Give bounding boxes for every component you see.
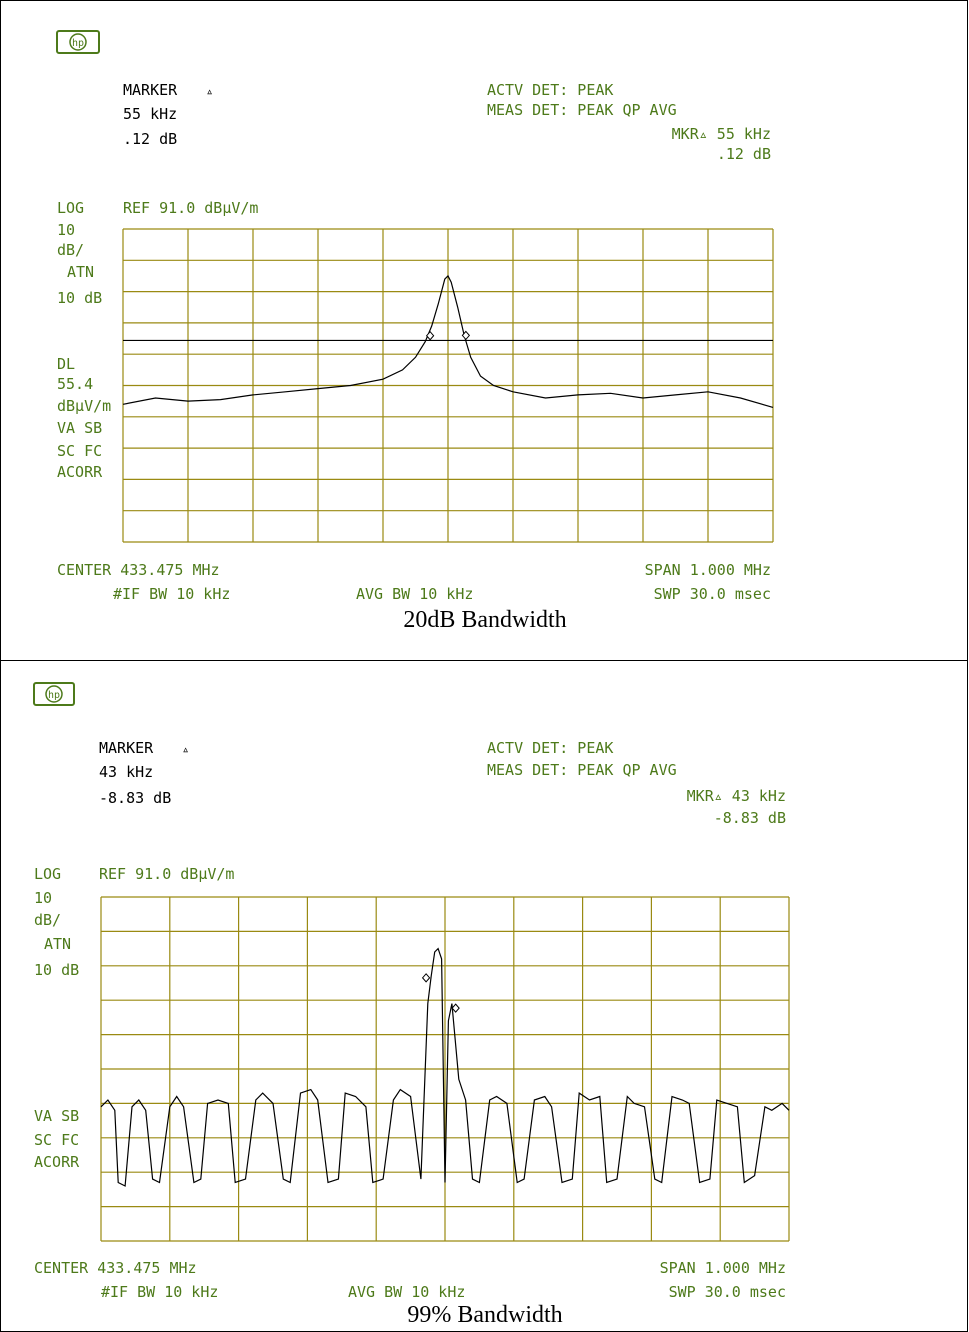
marker-frequency: 43 kHz [99, 763, 153, 781]
label-va-sb: VA SB [57, 419, 102, 437]
if-bandwidth: #IF BW 10 kHz [101, 1283, 218, 1301]
label-atn-value: 10 dB [34, 961, 79, 979]
marker-title: MARKER [123, 81, 178, 99]
marker-points [421, 973, 460, 1013]
mkr-delta-level: -8.83 dB [714, 809, 786, 827]
label-dl-unit: dBµV/m [57, 397, 111, 415]
caption-99-percent-bandwidth: 99% Bandwidth [407, 1302, 563, 1328]
spectrum-trace [100, 947, 790, 1187]
svg-text:hp: hp [48, 690, 60, 701]
spectrum-plot-99pct: hp MARKER ▵ 43 kHz -8.83 dB ACTV DET: PE… [33, 682, 790, 1301]
reference-level: REF 91.0 dBµV/m [99, 865, 234, 883]
left-settings-labels: LOG 10 dB/ ATN 10 dB DL 55.4 dBµV/m VA S… [57, 199, 111, 481]
mkr-delta-label: MKR▵ 43 kHz [687, 787, 786, 805]
center-frequency: CENTER 433.475 MHz [57, 561, 220, 579]
span: SPAN 1.000 MHz [645, 561, 771, 579]
sweep-time: SWP 30.0 msec [669, 1283, 786, 1301]
spectrum-plot-20db: hp MARKER ▵ 55 kHz .12 dB ACTV DET: PEAK… [56, 30, 774, 601]
trace-series [100, 947, 790, 1187]
hp-logo-icon: hp [56, 30, 100, 54]
marker-diamond [461, 330, 471, 341]
label-scale-unit: dB/ [57, 241, 84, 259]
avg-bandwidth: AVG BW 10 kHz [356, 585, 473, 601]
label-dl-value: 55.4 [57, 375, 93, 393]
span: SPAN 1.000 MHz [660, 1259, 786, 1277]
label-atn-value: 10 dB [57, 289, 102, 307]
svg-text:hp: hp [72, 38, 84, 49]
sweep-time: SWP 30.0 msec [654, 585, 771, 601]
label-acorr: ACORR [34, 1153, 80, 1171]
marker-diamond [425, 330, 435, 341]
label-log: LOG [57, 199, 84, 217]
panel-99-percent-bandwidth: hp MARKER ▵ 43 kHz -8.83 dB ACTV DET: PE… [0, 660, 968, 1332]
label-atn: ATN [44, 935, 71, 953]
reference-level: REF 91.0 dBµV/m [123, 199, 258, 217]
marker-title: MARKER [99, 739, 154, 757]
label-atn: ATN [67, 263, 94, 281]
active-detector: ACTV DET: PEAK [487, 81, 613, 99]
label-scale-value: 10 [34, 889, 52, 907]
spectrum-trace [122, 274, 774, 408]
label-dl: DL [57, 355, 75, 373]
marker-delta-symbol: ▵ [206, 84, 213, 98]
marker-points [425, 330, 471, 341]
label-va-sb: VA SB [34, 1107, 79, 1125]
marker-level: -8.83 dB [99, 789, 171, 807]
marker-level: .12 dB [123, 130, 177, 148]
label-sc-fc: SC FC [57, 442, 102, 460]
marker-diamond [421, 973, 431, 983]
label-log: LOG [34, 865, 61, 883]
plot-grid [122, 228, 774, 543]
active-detector: ACTV DET: PEAK [487, 739, 613, 757]
label-scale-value: 10 [57, 221, 75, 239]
marker-frequency: 55 kHz [123, 105, 177, 123]
label-scale-unit: dB/ [34, 911, 61, 929]
measure-detector: MEAS DET: PEAK QP AVG [487, 761, 677, 779]
center-frequency: CENTER 433.475 MHz [34, 1259, 197, 1277]
hp-logo-icon: hp [33, 682, 75, 706]
avg-bandwidth: AVG BW 10 kHz [348, 1283, 465, 1301]
label-acorr: ACORR [57, 463, 103, 481]
if-bandwidth: #IF BW 10 kHz [113, 585, 230, 601]
trace-series [122, 274, 774, 408]
caption-20db-bandwidth: 20dB Bandwidth [403, 607, 567, 633]
mkr-delta-label: MKR▵ 55 kHz [672, 125, 771, 143]
measure-detector: MEAS DET: PEAK QP AVG [487, 101, 677, 119]
mkr-delta-level: .12 dB [717, 145, 771, 163]
label-sc-fc: SC FC [34, 1131, 79, 1149]
marker-diamond [451, 1003, 460, 1013]
plot-grid [100, 896, 790, 1242]
left-settings-labels: LOG 10 dB/ ATN 10 dB VA SB SC FC ACORR [34, 865, 80, 1171]
panel-20db-bandwidth: hp MARKER ▵ 55 kHz .12 dB ACTV DET: PEAK… [0, 0, 968, 661]
marker-delta-symbol: ▵ [182, 742, 189, 756]
